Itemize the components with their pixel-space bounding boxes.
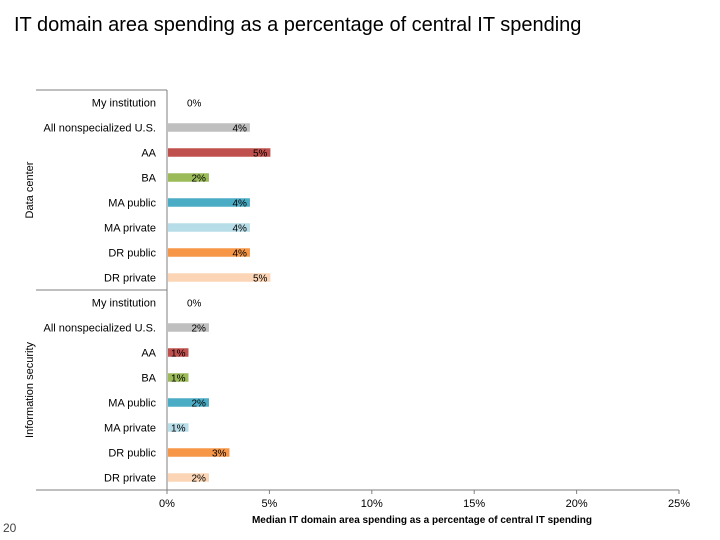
data-label: 5% — [253, 274, 268, 285]
bar — [168, 198, 250, 207]
category-label: BA — [141, 173, 156, 185]
group-label: Information security — [24, 342, 36, 438]
data-label: 0% — [187, 99, 202, 110]
category-label: MA public — [108, 398, 156, 410]
category-label: My institution — [92, 298, 156, 310]
data-label: 2% — [192, 324, 207, 335]
x-tick-label: 10% — [361, 498, 383, 510]
bar — [168, 448, 230, 457]
bar — [168, 398, 209, 407]
x-tick-label: 25% — [668, 498, 690, 510]
group-label: Data center — [24, 161, 36, 218]
data-label: 3% — [212, 449, 227, 460]
x-axis-title: Median IT domain area spending as a perc… — [252, 515, 592, 526]
bar — [168, 348, 189, 357]
data-label: 2% — [192, 474, 207, 485]
x-tick-label: 15% — [463, 498, 485, 510]
x-tick-label: 5% — [261, 498, 277, 510]
bar — [168, 148, 271, 157]
data-label: 0% — [187, 299, 202, 310]
data-label: 4% — [232, 124, 247, 135]
category-label: DR private — [104, 473, 156, 485]
category-label: DR private — [104, 273, 156, 285]
data-label: 1% — [171, 349, 186, 360]
data-label: 2% — [192, 174, 207, 185]
data-label: 4% — [232, 199, 247, 210]
category-label: All nonspecialized U.S. — [43, 323, 156, 335]
category-label: AA — [141, 348, 156, 360]
x-tick-label: 20% — [566, 498, 588, 510]
data-label: 2% — [192, 399, 207, 410]
bar — [168, 248, 250, 257]
bar — [168, 373, 189, 382]
data-label: 5% — [253, 149, 268, 160]
bar — [168, 123, 250, 132]
category-label: My institution — [92, 98, 156, 110]
data-label: 4% — [232, 249, 247, 260]
data-label: 4% — [232, 224, 247, 235]
bar — [168, 423, 189, 432]
category-label: All nonspecialized U.S. — [43, 123, 156, 135]
bar — [168, 173, 209, 182]
category-label: AA — [141, 148, 156, 160]
category-label: MA private — [104, 223, 156, 235]
category-label: BA — [141, 373, 156, 385]
bar — [168, 223, 250, 232]
data-label: 1% — [171, 374, 186, 385]
category-label: MA public — [108, 198, 156, 210]
bar — [168, 473, 209, 482]
category-label: MA private — [104, 423, 156, 435]
bar — [168, 273, 271, 282]
category-label: DR public — [108, 248, 156, 260]
slide-title: IT domain area spending as a percentage … — [14, 14, 582, 36]
page-number: 20 — [3, 521, 17, 535]
bar — [168, 323, 209, 332]
x-tick-label: 0% — [159, 498, 175, 510]
data-label: 1% — [171, 424, 186, 435]
category-label: DR public — [108, 448, 156, 460]
